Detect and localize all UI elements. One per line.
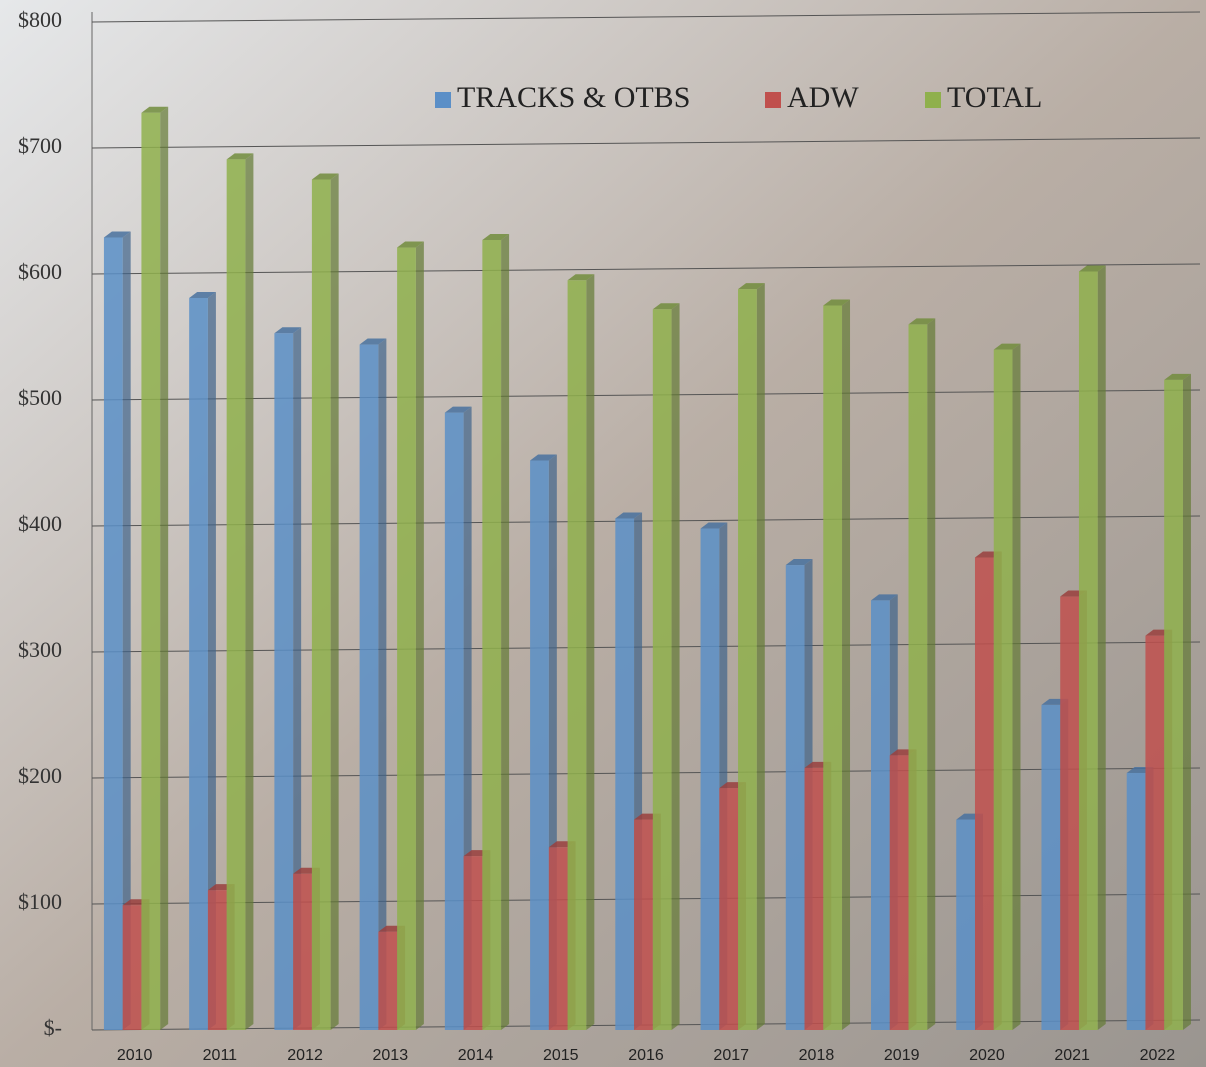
y-tick-label: $200: [18, 763, 62, 788]
bar: [823, 306, 842, 1031]
x-tick-label: 2012: [287, 1047, 323, 1064]
bar: [975, 558, 994, 1031]
bar: [549, 847, 568, 1030]
bar: [141, 113, 160, 1030]
legend-swatch: [925, 92, 941, 108]
bar: [805, 768, 824, 1030]
bar-side: [378, 339, 386, 1030]
x-tick-label: 2015: [543, 1047, 579, 1064]
background: [0, 0, 1206, 1067]
bar-side: [842, 300, 850, 1031]
y-tick-label: $400: [18, 511, 62, 536]
bar: [1060, 597, 1079, 1030]
bar-side: [245, 153, 253, 1030]
bar: [1041, 705, 1060, 1030]
bar: [738, 289, 757, 1030]
bar: [634, 820, 653, 1030]
bar: [719, 788, 738, 1030]
bar-side: [927, 318, 935, 1030]
x-tick-label: 2020: [969, 1047, 1005, 1064]
bar-side: [757, 283, 765, 1030]
bar-side: [586, 274, 594, 1030]
x-tick-label: 2022: [1140, 1047, 1176, 1064]
bar: [1079, 271, 1098, 1030]
bar: [1164, 380, 1183, 1030]
bar: [786, 565, 805, 1030]
y-tick-label: $800: [18, 7, 62, 32]
bar: [890, 755, 909, 1030]
bar: [312, 180, 331, 1031]
bar: [871, 600, 890, 1030]
bar: [189, 298, 208, 1030]
legend-swatch: [765, 92, 781, 108]
bar: [956, 820, 975, 1030]
x-tick-label: 2014: [458, 1047, 494, 1064]
bar: [227, 159, 246, 1030]
y-tick-label: $500: [18, 385, 62, 410]
bar-side: [331, 174, 339, 1031]
y-tick-label: $700: [18, 133, 62, 158]
bar: [123, 905, 142, 1030]
x-tick-label: 2018: [799, 1047, 835, 1064]
bar-side: [416, 242, 424, 1030]
x-tick-label: 2019: [884, 1047, 920, 1064]
bar: [1127, 773, 1146, 1030]
bar-side: [1012, 344, 1020, 1030]
bar: [464, 856, 483, 1030]
bar: [208, 890, 227, 1030]
bar: [274, 333, 293, 1030]
x-tick-label: 2017: [713, 1047, 749, 1064]
x-tick-label: 2021: [1054, 1047, 1090, 1064]
bar-side: [160, 107, 168, 1030]
bar: [909, 324, 928, 1030]
bar: [445, 413, 464, 1030]
bar: [568, 280, 587, 1030]
legend-label: TRACKS & OTBS: [457, 81, 690, 114]
x-tick-label: 2016: [628, 1047, 664, 1064]
x-tick-label: 2013: [373, 1047, 409, 1064]
bar: [615, 518, 634, 1030]
bar-side: [672, 303, 680, 1030]
y-tick-label: $300: [18, 637, 62, 662]
bar: [994, 350, 1013, 1030]
legend-label: TOTAL: [947, 81, 1042, 114]
x-tick-label: 2010: [117, 1047, 153, 1064]
bar-side: [501, 234, 509, 1030]
bar-side: [1183, 374, 1191, 1030]
bar: [1145, 636, 1164, 1030]
chart: $- $100 $200 $300 $400 $500 $600 $700 $800 2010 20…: [0, 0, 1206, 1067]
bar: [530, 460, 549, 1030]
bar: [653, 309, 672, 1030]
x-tick-label: 2011: [203, 1047, 238, 1064]
legend-swatch: [435, 92, 451, 108]
bar: [482, 240, 501, 1030]
y-tick-label: $100: [18, 889, 62, 914]
legend-label: ADW: [787, 81, 859, 114]
y-tick-label: $-: [44, 1015, 62, 1040]
bar: [701, 529, 720, 1030]
bar: [378, 932, 397, 1030]
y-tick-label: $600: [18, 259, 62, 284]
bar: [397, 248, 416, 1030]
bar: [360, 345, 379, 1030]
bar: [104, 237, 123, 1030]
bar: [293, 874, 312, 1030]
bar-side: [1098, 265, 1106, 1030]
